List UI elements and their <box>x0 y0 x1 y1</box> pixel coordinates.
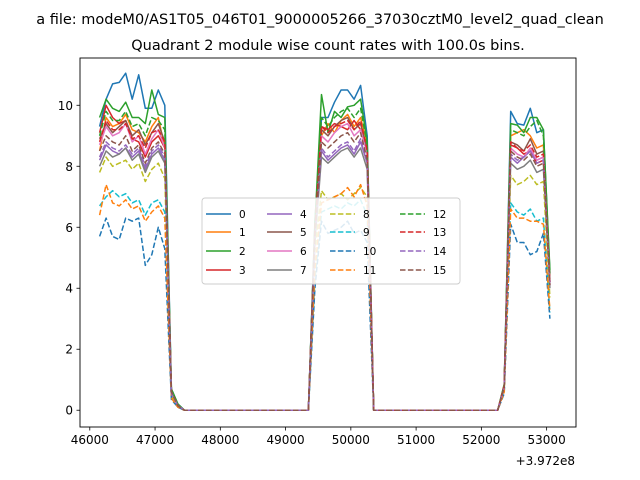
x-tick-label: 48000 <box>201 433 239 447</box>
y-tick-label: 4 <box>65 282 73 296</box>
y-tick-label: 2 <box>65 343 73 357</box>
legend-label-13: 13 <box>433 227 446 239</box>
chart-title: Quadrant 2 module wise count rates with … <box>131 38 525 54</box>
series-line-12 <box>98 107 551 411</box>
legend-label-0: 0 <box>239 209 246 221</box>
series-line-3 <box>98 104 551 411</box>
legend-label-2: 2 <box>239 246 246 258</box>
legend-label-5: 5 <box>300 227 307 239</box>
legend-label-1: 1 <box>239 227 246 239</box>
legend-label-4: 4 <box>300 209 307 221</box>
x-tick-label: 47000 <box>136 433 174 447</box>
x-axis-ticks: 46000 47000 48000 49000 50000 51000 52000 53000 <box>71 427 566 447</box>
series-line-6 <box>98 122 551 411</box>
series-line-14 <box>98 138 551 411</box>
plot-frame <box>79 57 577 428</box>
legend-label-12: 12 <box>433 209 446 221</box>
legend-label-6: 6 <box>300 246 307 258</box>
legend-label-14: 14 <box>433 246 447 258</box>
series-line-11 <box>98 183 551 411</box>
y-tick-label: 6 <box>65 221 73 235</box>
legend-frame <box>201 197 461 285</box>
series-line-13 <box>98 119 551 411</box>
series-line-7 <box>98 147 551 411</box>
x-tick-label: 52000 <box>462 433 500 447</box>
legend-label-9: 9 <box>363 227 370 239</box>
y-tick-label: 0 <box>65 404 73 418</box>
x-tick-label: 51000 <box>397 433 435 447</box>
legend-label-15: 15 <box>433 265 446 277</box>
x-tick-label: 53000 <box>528 433 566 447</box>
legend-label-8: 8 <box>363 209 370 221</box>
series-line-15 <box>98 131 551 411</box>
figure-suptitle: a file: modeM0/AS1T05_046T01_9000005266_… <box>36 12 604 28</box>
x-tick-label: 50000 <box>332 433 370 447</box>
legend-label-10: 10 <box>363 246 376 258</box>
legend-label-3: 3 <box>239 265 246 277</box>
y-tick-label: 8 <box>65 160 73 174</box>
x-tick-label: 46000 <box>71 433 109 447</box>
series-line-8 <box>98 156 551 411</box>
series-line-4 <box>98 141 551 411</box>
x-tick-label: 49000 <box>266 433 304 447</box>
y-tick-label: 10 <box>58 99 73 113</box>
series-line-5 <box>98 116 551 411</box>
legend-label-7: 7 <box>300 265 307 277</box>
legend-label-11: 11 <box>363 265 376 277</box>
series-line-2 <box>98 89 551 411</box>
x-offset-label: +3.972e8 <box>516 454 575 468</box>
y-axis-ticks: 0 2 4 6 8 10 <box>58 99 80 418</box>
